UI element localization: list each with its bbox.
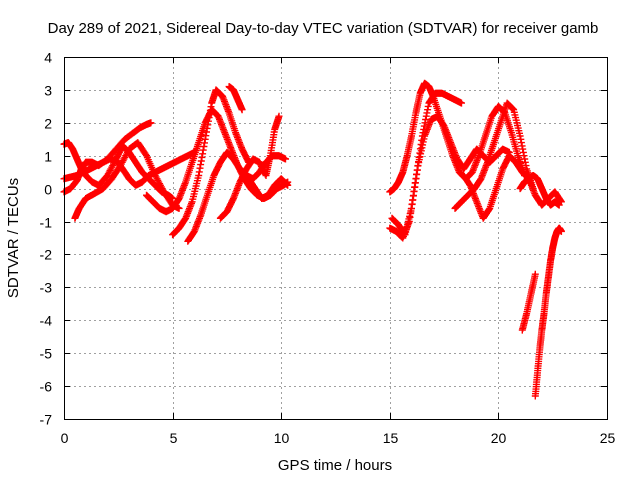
- series-arc-9: [216, 112, 283, 222]
- grid-lines: [64, 57, 607, 419]
- y-tick-label: -6: [40, 379, 53, 395]
- data-point: [193, 221, 201, 229]
- data-point: [147, 119, 155, 127]
- chart-title: Day 289 of 2021, Sidereal Day-to-day VTE…: [48, 20, 599, 37]
- x-tick-label: 10: [274, 430, 290, 446]
- data-point: [238, 106, 246, 114]
- plot-frame: [64, 57, 608, 420]
- y-axis-label: SDTVAR / TECUs: [5, 178, 22, 298]
- x-axis-label: GPS time / hours: [278, 457, 392, 474]
- data-point: [275, 112, 283, 120]
- data-point: [531, 270, 539, 278]
- y-tick-label: 1: [44, 149, 52, 165]
- data-point: [229, 195, 237, 202]
- y-tick-label: -4: [40, 313, 53, 329]
- x-tick-label: 20: [491, 430, 507, 446]
- y-tick-label: -7: [40, 412, 53, 428]
- series-arc-8: [225, 83, 246, 114]
- data-point: [557, 227, 565, 235]
- x-tick-label: 25: [600, 430, 616, 446]
- series-arc-14: [451, 99, 537, 212]
- data-point: [458, 99, 465, 107]
- x-tick-label: 15: [383, 430, 399, 446]
- data-point: [555, 201, 563, 209]
- series-arc-10: [245, 175, 292, 202]
- y-tick-label: 0: [44, 182, 52, 198]
- series-arc-18: [531, 224, 565, 400]
- data-points: [60, 79, 565, 400]
- series-arc-6: [169, 86, 253, 239]
- x-tick-label: 5: [170, 430, 178, 446]
- data-point: [284, 181, 292, 189]
- data-point: [204, 117, 212, 125]
- y-tick-label: -2: [40, 247, 53, 263]
- y-axis-tick-labels: -7 -6 -5 -4 -3 -2 -1 0 1 2 3 4: [40, 50, 53, 428]
- y-tick-label: -3: [40, 280, 53, 296]
- series-arc-16: [516, 172, 563, 209]
- data-point: [176, 191, 184, 199]
- data-point: [175, 204, 183, 212]
- data-point: [219, 125, 227, 133]
- x-axis-tick-labels: 0 5 10 15 20 25: [61, 430, 616, 446]
- data-point: [282, 155, 289, 163]
- y-tick-label: 3: [44, 83, 52, 99]
- series-arc-7: [184, 148, 289, 245]
- data-point: [224, 107, 232, 115]
- series-arc-17: [518, 270, 539, 334]
- data-point: [198, 153, 206, 161]
- x-tick-label: 0: [61, 430, 69, 446]
- data-point: [226, 142, 234, 150]
- y-tick-label: -5: [40, 346, 53, 362]
- y-tick-label: -1: [40, 215, 53, 231]
- series-arc-13: [388, 112, 513, 239]
- y-tick-label: 2: [44, 116, 52, 132]
- y-tick-label: 4: [44, 50, 52, 66]
